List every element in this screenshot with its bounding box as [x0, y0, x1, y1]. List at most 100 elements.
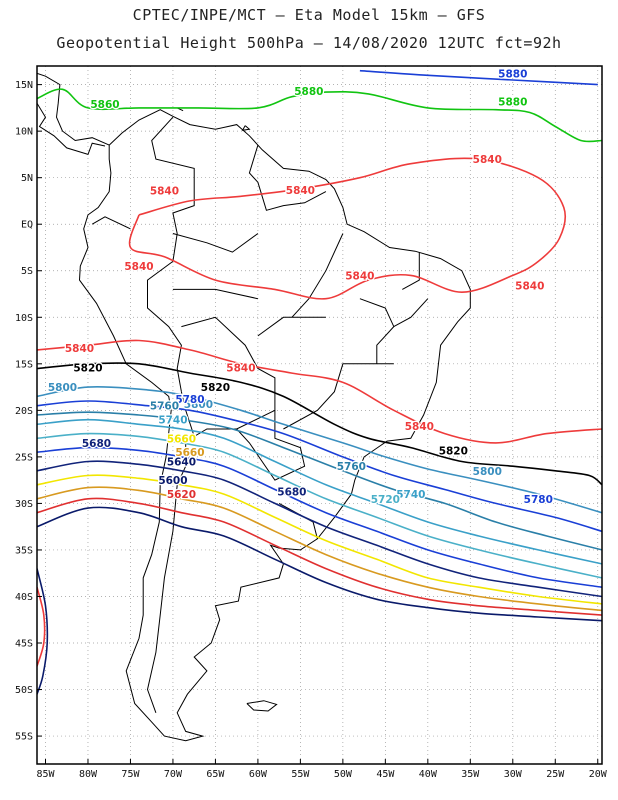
coastline-segment — [402, 252, 420, 290]
contour-5600 — [37, 568, 49, 695]
contour-label: 5660 — [175, 447, 204, 459]
coastline-segment — [246, 700, 278, 712]
contour-5660 — [37, 474, 602, 605]
contour-label: 5660 — [167, 433, 196, 445]
lon-tick-label: 25W — [546, 769, 565, 780]
contour-label: 5800 — [184, 399, 213, 411]
contour-label: 5840 — [124, 261, 153, 273]
coastline-segment — [147, 260, 182, 392]
coastline-segment — [236, 410, 306, 481]
coastline-segment — [151, 116, 195, 262]
contour-5680 — [37, 460, 602, 598]
map-title-line-2: Geopotential Height 500hPa – 14/08/2020 … — [56, 34, 562, 52]
coastline-segment — [291, 233, 344, 318]
lon-tick-label: 65W — [206, 769, 225, 780]
lat-tick-label: 15N — [15, 80, 33, 91]
contour-label: 5840 — [345, 270, 374, 282]
coastline-segment — [283, 363, 394, 430]
lat-tick-label: 35S — [15, 545, 33, 556]
lat-tick-label: 25S — [15, 452, 33, 463]
lon-tick-label: 45W — [376, 769, 395, 780]
coastline-segment — [241, 125, 251, 131]
lat-tick-label: 20S — [15, 406, 33, 417]
contour-5780 — [37, 400, 602, 533]
lat-tick-label: 50S — [15, 685, 33, 696]
contour-5860 — [37, 88, 602, 143]
lat-tick-label: 10N — [15, 127, 33, 138]
contour-label: 5620 — [167, 489, 196, 501]
lat-tick-label: 15S — [15, 359, 33, 370]
contour-label: 5800 — [473, 466, 502, 478]
contour-label: 5840 — [405, 421, 434, 433]
contour-label: 5840 — [515, 281, 544, 293]
coastline-segment — [91, 216, 131, 230]
lon-tick-label: 55W — [291, 769, 310, 780]
lon-tick-label: 50W — [334, 769, 353, 780]
contour-label: 5760 — [150, 401, 179, 413]
lon-tick-label: 80W — [79, 769, 98, 780]
lon-tick-label: 40W — [419, 769, 438, 780]
lat-tick-label: 45S — [15, 639, 33, 650]
coastline-segment — [146, 433, 187, 713]
lon-tick-label: 85W — [36, 769, 55, 780]
lon-tick-label: 75W — [121, 769, 140, 780]
contour-label: 5680 — [82, 438, 111, 450]
lon-tick-label: 30W — [504, 769, 523, 780]
coastline-segment — [601, 72, 602, 112]
contour-5720 — [37, 432, 602, 579]
lat-tick-label: EQ — [21, 220, 33, 231]
contour-label: 5840 — [150, 186, 179, 198]
continent-outlines — [37, 72, 602, 742]
contour-label: 5880 — [294, 86, 323, 98]
lat-tick-label: 5N — [21, 173, 33, 184]
coastline-segment — [37, 72, 110, 146]
lon-tick-label: 60W — [249, 769, 268, 780]
coastline-segment — [172, 233, 259, 253]
contour-label: 5860 — [90, 99, 119, 111]
contour-5640 — [37, 486, 602, 612]
contour-5620 — [37, 497, 602, 616]
coastline-segment — [257, 316, 326, 337]
lat-tick-label: 30S — [15, 499, 33, 510]
map-title-line-1: CPTEC/INPE/MCT – Eta Model 15km – GFS — [132, 6, 486, 24]
coastline-segment — [78, 109, 471, 742]
contour-label: 5800 — [48, 382, 77, 394]
contour-5840 — [128, 157, 567, 300]
contour-label: 5780 — [175, 394, 204, 406]
contour-5880 — [359, 69, 598, 86]
contour-label: 5780 — [524, 494, 553, 506]
contour-label: 5720 — [371, 494, 400, 506]
contour-label: 5820 — [439, 445, 468, 457]
coastline-segment — [172, 288, 259, 300]
contour-5600 — [37, 506, 602, 622]
contour-label: 5840 — [286, 185, 315, 197]
contour-5760 — [37, 411, 602, 551]
map-background — [37, 66, 602, 764]
lat-tick-label: 5S — [21, 266, 33, 277]
contour-5700 — [37, 446, 602, 588]
contour-label: 5880 — [498, 68, 527, 80]
contour-label: 5740 — [158, 415, 187, 427]
coastline-segment — [248, 144, 327, 211]
lon-tick-label: 70W — [164, 769, 183, 780]
contour-5740 — [37, 418, 602, 565]
contour-label: 5820 — [201, 382, 230, 394]
contour-label: 5680 — [277, 486, 306, 498]
lon-tick-label: 20W — [589, 769, 608, 780]
lon-tick-label: 35W — [461, 769, 480, 780]
map-frame — [36, 65, 603, 765]
contour-label: 5600 — [158, 475, 187, 487]
contour-label: 5840 — [65, 343, 94, 355]
coastline-segment — [37, 102, 106, 156]
contour-label: 5640 — [167, 457, 196, 469]
contour-5800 — [37, 386, 602, 514]
contour-5840 — [37, 587, 46, 667]
lat-tick-label: 55S — [15, 732, 33, 743]
contour-label: 5740 — [396, 489, 425, 501]
lat-tick-label: 40S — [15, 592, 33, 603]
lat-tick-label: 10S — [15, 313, 33, 324]
coastline-segment — [393, 298, 429, 328]
axis-ticks: 15N 10N 5N EQ 5S 10S 15S 20S 25S 30S 35S 40S 45S 50S 5… — [15, 80, 608, 780]
height-contours — [37, 69, 602, 695]
